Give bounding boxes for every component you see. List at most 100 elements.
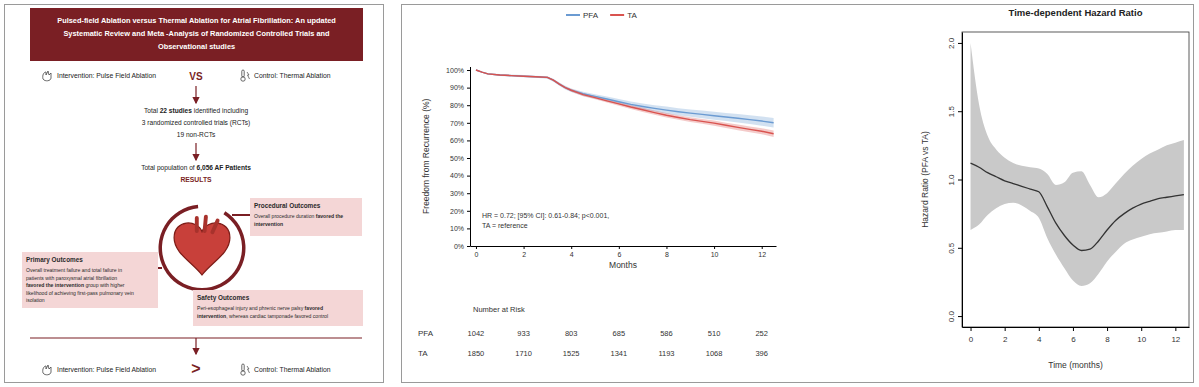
text-segment: Pulsed-field Ablation versus Thermal Abl…: [57, 16, 336, 25]
text-segment: identified including: [192, 107, 248, 115]
tick-mark: [958, 180, 962, 181]
axis: 024681012: [963, 327, 1190, 344]
risk-value: 510: [708, 329, 721, 338]
tick: 20%: [450, 208, 470, 215]
connector: [158, 267, 162, 269]
tick-mark: [524, 246, 525, 249]
text-line: patients with paroxysmal atrial fibrilla…: [26, 275, 117, 281]
risk-table-title: Number at Risk: [473, 305, 525, 314]
text-segment: favored the: [316, 213, 344, 219]
outcome-heading: Procedural Outcomes: [254, 202, 321, 209]
tick-mark: [762, 246, 763, 249]
text-segment: , whereas cardiac tamponade favored cont…: [226, 313, 328, 319]
tick: 10: [711, 246, 719, 258]
tick-mark: [958, 316, 962, 317]
tick: 8: [1105, 327, 1110, 344]
text-segment: patients with paroxysmal atrial fibrilla…: [26, 275, 117, 281]
risk-row-label: TA: [418, 349, 428, 358]
risk-value: 1042: [468, 329, 485, 338]
km-chart: 0%10%20%30%40%50%60%70%80%90%100%0246810…: [418, 11, 777, 358]
tick-mark: [958, 43, 962, 44]
legend-swatch: [566, 14, 580, 16]
tick: 30%: [450, 190, 470, 197]
tick-mark: [958, 111, 962, 112]
header-box: [30, 8, 363, 61]
tick: 0: [475, 246, 479, 258]
icon-part: [242, 70, 244, 77]
text-line: Pulsed-field Ablation versus Thermal Abl…: [57, 16, 336, 25]
tick: 10%: [450, 225, 470, 232]
text-line: Overall treatment failure and total fail…: [26, 267, 122, 273]
tick-label: 80%: [450, 102, 464, 109]
tick-label: 10: [711, 251, 719, 258]
confidence-band: [476, 70, 774, 128]
legend-item: TA: [610, 11, 637, 20]
tick: 4: [1037, 327, 1042, 344]
connector: [232, 214, 250, 216]
tick-mark: [714, 246, 715, 249]
infographic: Pulsed-field Ablation versus Thermal Abl…: [22, 8, 363, 377]
text-segment: isolation: [26, 297, 45, 303]
text-segment: Overall procedure duration: [254, 213, 316, 219]
tick: 2: [522, 246, 526, 258]
control-label: Control: Thermal Ablation: [254, 366, 331, 373]
text-segment: 19 non-RCTs: [177, 131, 216, 138]
tick: 70%: [450, 120, 470, 127]
text-line: Total 22 studies identified including: [144, 107, 248, 115]
risk-table: Number at RiskPFA1042933803685586510252T…: [418, 305, 768, 358]
heart: [174, 223, 230, 275]
tick-label: 100%: [446, 67, 464, 74]
confidence-band: [476, 70, 774, 137]
icon-part: [247, 366, 250, 373]
text-line: Overall procedure duration favored the: [254, 213, 343, 219]
tick-label: 8: [665, 251, 669, 258]
tick: 0.5: [947, 242, 962, 254]
tick: 80%: [450, 102, 470, 109]
tick: 0.0: [947, 310, 962, 322]
axis: 0%10%20%30%40%50%60%70%80%90%100%: [446, 67, 470, 250]
tick: 2: [1003, 327, 1008, 344]
icon-part: [43, 365, 51, 375]
text-line: favored the intervention group with high…: [26, 282, 125, 288]
outcome-box: [250, 198, 362, 236]
comparison-symbol: >: [191, 360, 200, 377]
hr-chart: 0.00.51.01.52.0024681012Time-dependent H…: [920, 7, 1190, 370]
tick: 4: [570, 246, 574, 258]
tick-label: 2: [522, 251, 526, 258]
risk-value: 685: [613, 329, 626, 338]
tick-mark: [1107, 327, 1108, 331]
legend-label: PFA: [583, 11, 599, 20]
annotation: TA = reference: [482, 222, 528, 229]
tick-label: 12: [1171, 335, 1180, 344]
axis-line: [963, 327, 1190, 328]
axis-line: [470, 67, 471, 247]
tick-mark: [467, 140, 470, 141]
tick-mark: [1039, 327, 1040, 331]
tick-label: 6: [617, 251, 621, 258]
legend-swatch: [610, 14, 624, 16]
risk-value: 1193: [658, 349, 674, 358]
text-segment: favored the intervention: [26, 282, 84, 288]
text-line: Total population of 6,056 AF Patients: [141, 164, 251, 172]
tick-mark: [467, 176, 470, 177]
hazard-line: [971, 163, 1184, 250]
text-segment: intervention: [254, 221, 283, 227]
tick: 8: [665, 246, 669, 258]
axis: 024681012: [471, 246, 777, 258]
tick-mark: [467, 88, 470, 89]
tick-label: 10: [1137, 335, 1146, 344]
tick-label: 2: [1003, 335, 1008, 344]
plot-frame: [962, 32, 1189, 327]
tick-mark: [619, 246, 620, 249]
text-segment: intervention: [197, 313, 226, 319]
tick-label: 20%: [450, 208, 464, 215]
risk-value: 1850: [468, 349, 485, 358]
tick: 40%: [450, 172, 470, 179]
tick: 6: [617, 246, 621, 258]
tick: 90%: [450, 84, 470, 91]
text-segment: Peri-esophageal injury and phrenic nerve…: [197, 305, 305, 311]
tick-mark: [467, 228, 470, 229]
risk-value: 396: [755, 349, 768, 358]
tick-mark: [666, 246, 667, 249]
tick: 12: [1171, 327, 1180, 344]
